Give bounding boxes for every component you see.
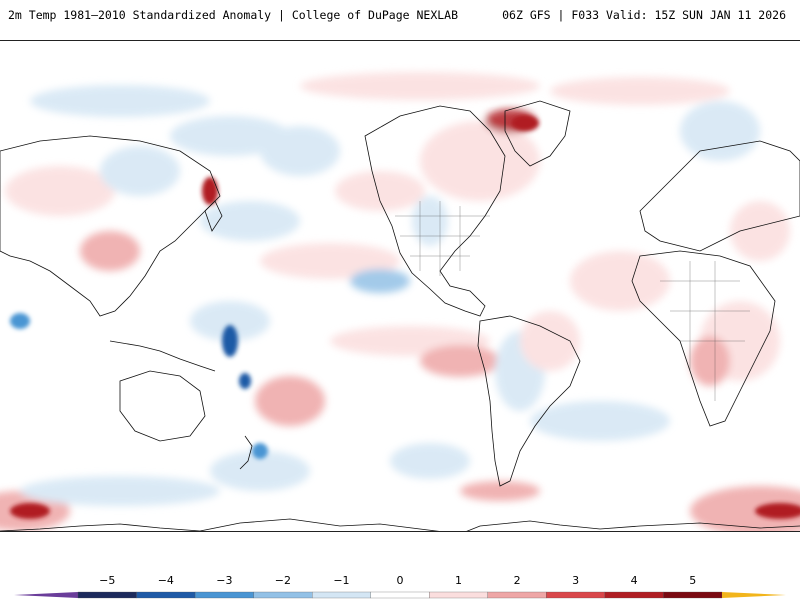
colorbar-segment [546, 591, 606, 599]
colorbar-segment [136, 591, 196, 599]
colorbar-tick-label: 3 [572, 574, 579, 587]
run-info: 06Z GFS | F033 Valid: 15Z SUN JAN 11 202… [502, 8, 786, 22]
colorbar-segment [429, 591, 488, 599]
coastlines [0, 100, 800, 531]
colorbar-svg: −5 −4 −3 −2 −1 0 1 2 3 4 5 [14, 574, 786, 599]
colorbar-segment [253, 591, 313, 599]
colorbar-tick-label: −2 [275, 574, 291, 587]
colorbar-segment [77, 591, 137, 599]
colorbar-segment [194, 591, 254, 599]
anomaly-shading [0, 72, 800, 531]
colorbar-low-arrow [14, 592, 78, 598]
colorbar-tick-label: −4 [158, 574, 174, 587]
anomaly-map[interactable] [0, 40, 800, 532]
political-borders [395, 201, 750, 401]
colorbar-tick-label: 4 [631, 574, 638, 587]
map-title: 2m Temp 1981–2010 Standardized Anomaly |… [8, 8, 459, 22]
colorbar-tick-label: 1 [455, 574, 462, 587]
colorbar-tick-label: 2 [514, 574, 521, 587]
colorbar-tick-label: −1 [333, 574, 349, 587]
colorbar-segment [663, 591, 723, 599]
colorbar-tick-label: 5 [689, 574, 696, 587]
colorbar-high-arrow [722, 592, 786, 598]
colorbar-tick-label: 0 [397, 574, 404, 587]
header: 2m Temp 1981–2010 Standardized Anomaly |… [0, 0, 800, 34]
colorbar-tick-label: −5 [99, 574, 115, 587]
anomaly-cores [10, 115, 800, 519]
colorbar-tick-label: −3 [216, 574, 232, 587]
colorbar-segment [487, 591, 547, 599]
colorbar-segment [370, 591, 430, 599]
colorbar-segment [604, 591, 664, 599]
map-canvas [0, 72, 800, 531]
color-scale-legend: −5 −4 −3 −2 −1 0 1 2 3 4 5 [0, 570, 800, 600]
colorbar-segment [312, 591, 371, 599]
